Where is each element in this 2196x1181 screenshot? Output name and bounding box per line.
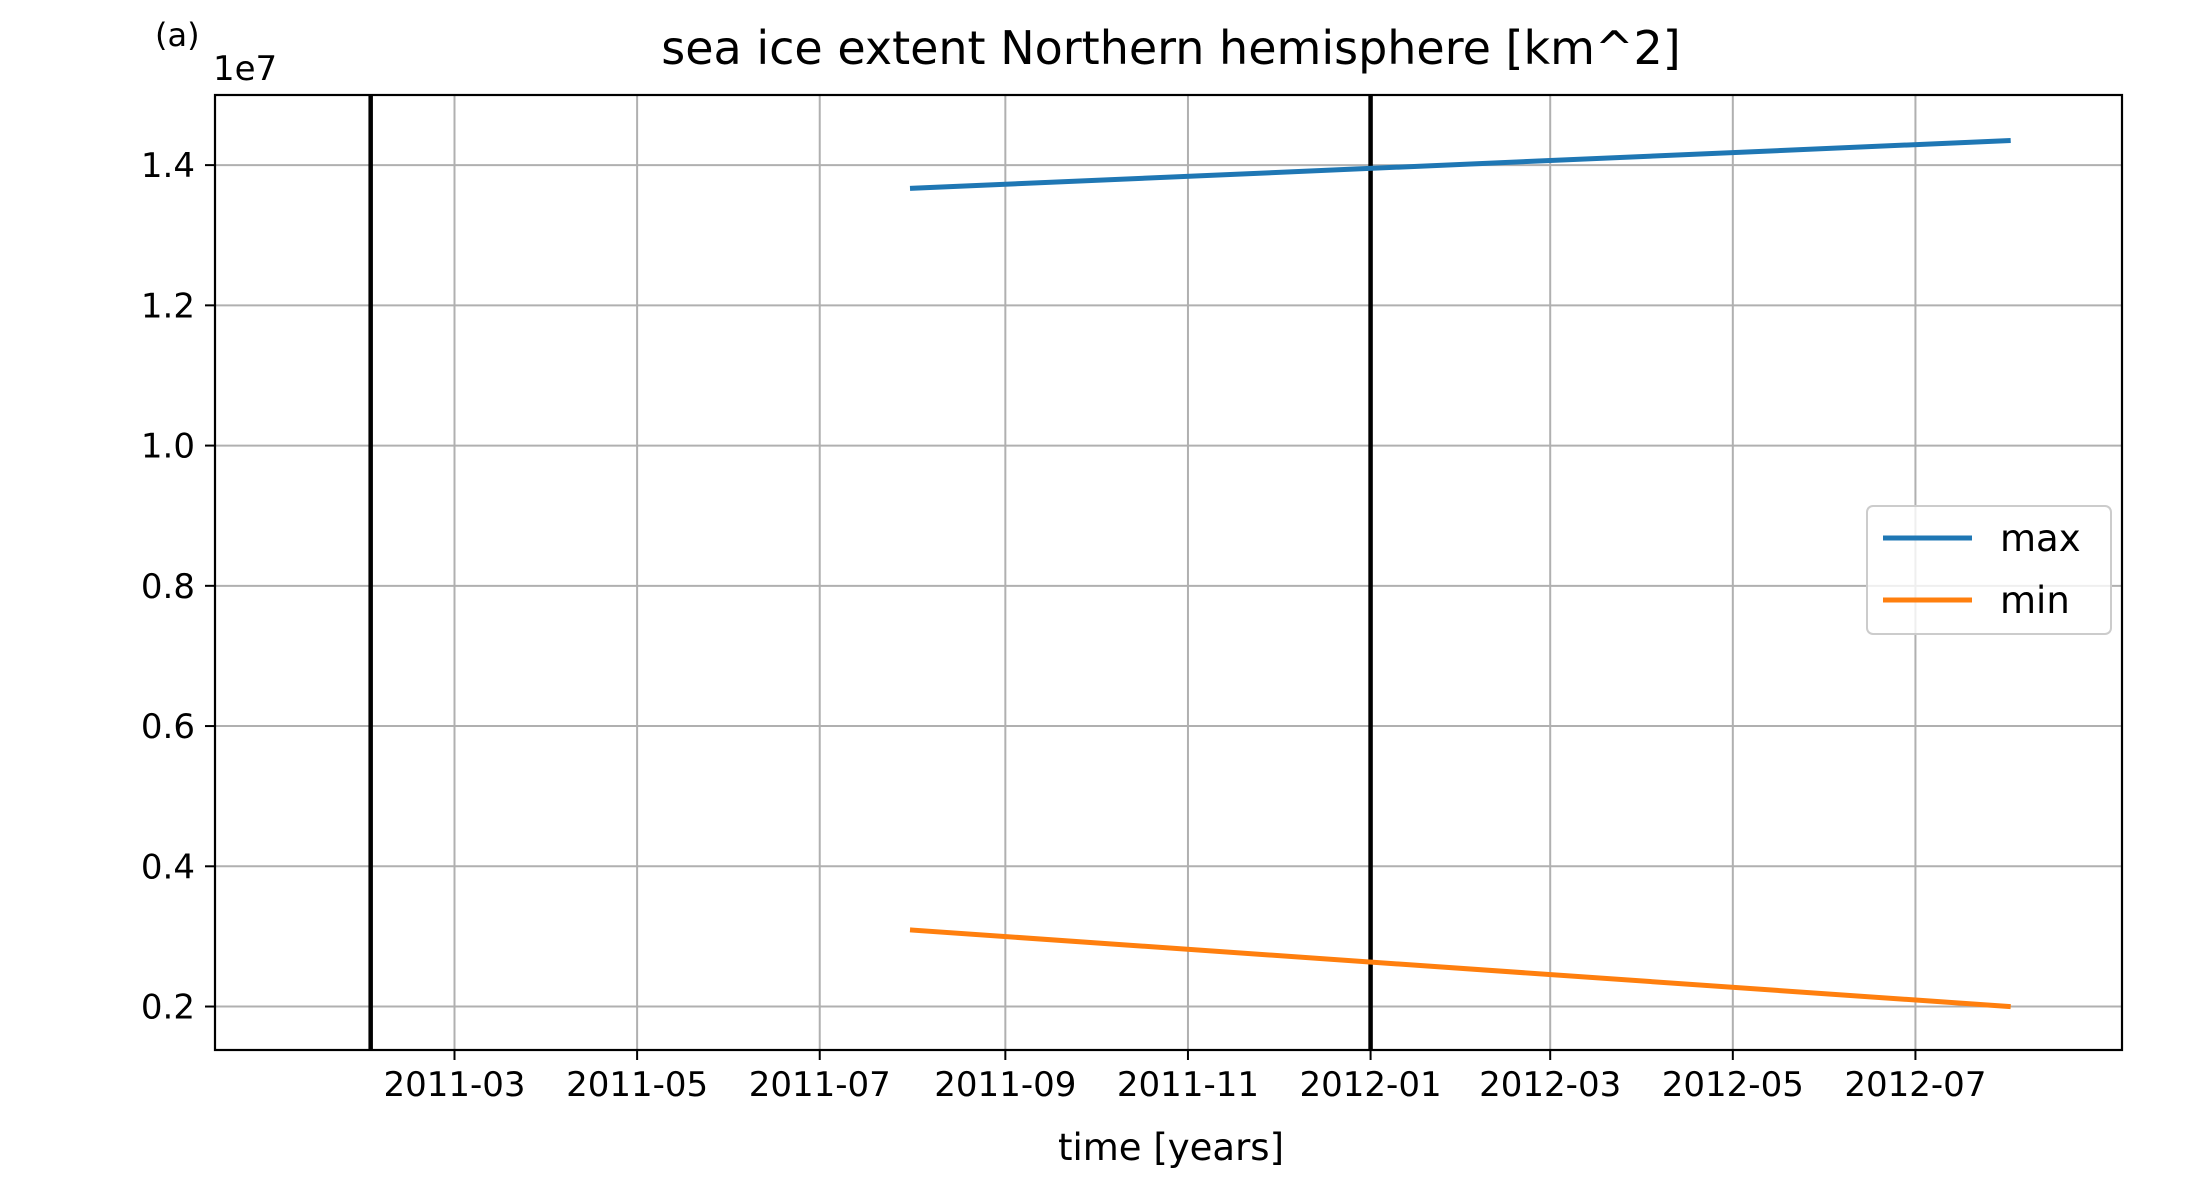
series-line-min bbox=[909, 927, 2011, 1010]
x-tick-label: 2012-01 bbox=[1300, 1065, 1442, 1105]
y-offset-label: 1e7 bbox=[213, 49, 277, 89]
plot-frame bbox=[213, 93, 2124, 1052]
panel-label: (a) bbox=[155, 16, 200, 54]
y-tick-label: 0.6 bbox=[141, 707, 195, 747]
x-tick-label: 2011-05 bbox=[566, 1065, 708, 1105]
series-line-max bbox=[909, 137, 2011, 191]
vertical-markers bbox=[368, 95, 1373, 1050]
legend-label-max: max bbox=[2000, 517, 2081, 560]
series-lines bbox=[909, 137, 2011, 1010]
x-tick-label: 2011-03 bbox=[383, 1065, 525, 1105]
y-tick-label: 0.4 bbox=[141, 847, 195, 887]
chart-title: sea ice extent Northern hemisphere [km^2… bbox=[661, 21, 1680, 75]
y-tick-label: 1.4 bbox=[141, 146, 195, 186]
grid bbox=[215, 95, 2122, 1050]
legend-label-min: min bbox=[2000, 579, 2070, 622]
y-tick-label: 1.0 bbox=[141, 427, 195, 467]
axis-ticks: 2011-03 2011-05 2011-07 2011-09 2011-11 2012-… bbox=[141, 146, 1987, 1105]
x-tick-label: 2012-07 bbox=[1844, 1065, 1986, 1105]
x-tick-label: 2012-03 bbox=[1479, 1065, 1621, 1105]
x-tick-label: 2011-11 bbox=[1117, 1065, 1259, 1105]
legend: max min bbox=[1866, 505, 2112, 635]
y-tick-label: 1.2 bbox=[141, 286, 195, 326]
y-tick-label: 0.2 bbox=[141, 988, 195, 1028]
x-tick-label: 2012-05 bbox=[1662, 1065, 1804, 1105]
y-tick-label: 0.8 bbox=[141, 567, 195, 607]
x-tick-label: 2011-09 bbox=[934, 1065, 1076, 1105]
x-tick-label: 2011-07 bbox=[749, 1065, 891, 1105]
x-axis-label: time [years] bbox=[1058, 1126, 1284, 1169]
